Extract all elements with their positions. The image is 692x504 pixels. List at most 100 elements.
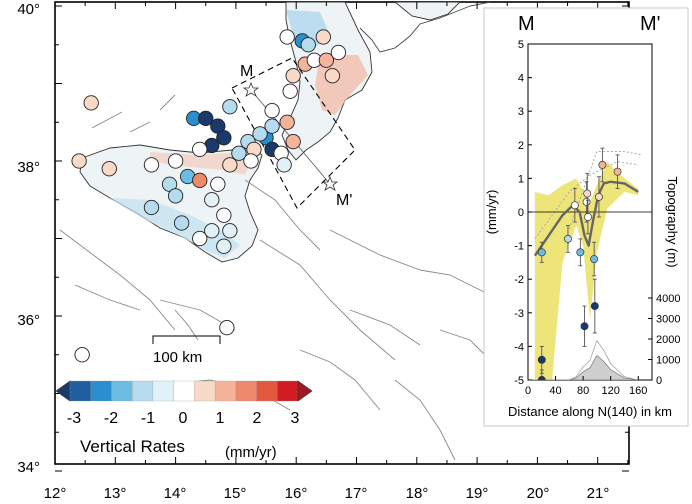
colorbar-segment <box>277 380 299 402</box>
station-marker <box>252 126 268 142</box>
colorbar-segment <box>235 380 257 402</box>
colorbar-segment <box>90 380 112 402</box>
data-point <box>582 197 591 206</box>
colorbar-segment <box>256 380 278 402</box>
lon-label-18: 18° <box>406 485 429 502</box>
station-marker <box>204 192 220 208</box>
colorbar-segment <box>152 380 175 402</box>
inset-y2-tick-label: 0 <box>656 375 662 387</box>
inset-y2-tick-label: 2000 <box>656 334 680 346</box>
topography-max-line <box>528 339 639 380</box>
northern-landmass <box>394 2 461 21</box>
station-marker <box>216 238 232 254</box>
colorbar-segment <box>173 380 195 402</box>
data-point <box>576 248 585 257</box>
colorbar-segment <box>214 380 237 402</box>
station-marker <box>74 347 90 363</box>
inset-y-tick-label: 0 <box>518 207 524 219</box>
lon-label-13: 13° <box>104 485 127 502</box>
inset-y-tick-label: -4 <box>514 341 524 353</box>
station-marker <box>204 223 220 239</box>
inset-y2-tick-label: 3000 <box>656 314 680 326</box>
scale-bar <box>152 335 221 344</box>
station-marker <box>279 29 295 45</box>
station-marker <box>222 99 238 115</box>
station-marker <box>143 199 160 216</box>
inset-y-tick-label: -2 <box>514 274 524 286</box>
station-marker <box>222 157 238 173</box>
station-marker <box>71 153 87 169</box>
station-marker <box>222 223 238 239</box>
lon-label-15: 15° <box>224 485 247 502</box>
latitude-labels: 40° 38° 36° 34° <box>17 1 40 476</box>
station-marker <box>192 141 208 158</box>
colorbar-unit: (mm/yr) <box>225 444 277 461</box>
lat-label-36: 36° <box>17 312 40 329</box>
colorbar <box>55 380 313 402</box>
station-marker <box>231 145 247 161</box>
scalebar-label: 100 km <box>153 349 202 366</box>
inset-x-label: Distance along N(140) in km <box>508 404 672 419</box>
colorbar-tick-2: 2 <box>253 410 262 427</box>
colorbar-tick-m3: -3 <box>67 410 81 427</box>
station-marker <box>216 130 232 146</box>
station-marker <box>243 153 259 169</box>
inset-y-tick-label: -5 <box>514 375 524 387</box>
data-point <box>613 167 622 176</box>
longitude-labels: 12° 13° 14° 15° 16° 17° 18° 19° 20° 21° <box>44 485 610 502</box>
station-marker <box>198 110 214 127</box>
station-marker <box>330 44 347 61</box>
station-marker <box>264 118 280 134</box>
data-point <box>595 192 603 201</box>
lat-label-38: 38° <box>17 159 40 176</box>
colorbar-tick-m1: -1 <box>141 410 155 427</box>
lon-label-17: 17° <box>345 485 368 502</box>
colorbar-segment <box>132 380 154 402</box>
colorbar-arrow-high <box>297 380 313 402</box>
station-marker <box>192 172 208 189</box>
colorbar-tick-0: 0 <box>179 410 188 427</box>
inset-y2-tick-label: 4000 <box>656 293 680 305</box>
lon-label-20: 20° <box>527 485 550 502</box>
data-point <box>537 355 546 364</box>
profile-end-label: M' <box>336 192 352 209</box>
inset-title-right: M' <box>640 13 660 35</box>
station-marker <box>210 176 226 192</box>
station-marker <box>279 114 295 130</box>
lon-label-14: 14° <box>164 485 187 502</box>
station-marker <box>83 95 99 111</box>
station-marker <box>264 102 280 119</box>
data-point <box>570 201 579 210</box>
colorbar-tick-1: 1 <box>216 410 225 427</box>
colorbar-title: Vertical Rates <box>80 437 185 456</box>
data-point <box>590 255 599 263</box>
topography-profile <box>528 354 639 380</box>
station-markers <box>71 29 347 363</box>
station-marker <box>216 207 232 223</box>
inset-y-tick-label: 4 <box>518 73 524 85</box>
inset-x-tick-label: 40 <box>549 385 561 397</box>
station-marker <box>324 68 341 84</box>
data-point <box>537 376 546 380</box>
lon-label-19: 19° <box>466 485 489 502</box>
station-marker <box>173 215 190 231</box>
inset-x-tick-label: 0 <box>525 385 531 397</box>
station-marker <box>143 157 160 173</box>
inset-title-left: M <box>518 13 535 35</box>
inset-y-tick-label: -3 <box>514 308 524 320</box>
lat-label-40: 40° <box>17 1 40 18</box>
inset-x-tick-label: 80 <box>577 385 589 397</box>
inset-y-tick-label: -1 <box>514 241 524 253</box>
data-point <box>598 161 607 169</box>
inset-y-tick-label: 1 <box>518 173 524 185</box>
station-marker <box>285 133 301 150</box>
station-marker <box>285 68 301 84</box>
station-marker <box>167 153 184 169</box>
inset-y-tick-label: 3 <box>518 106 524 118</box>
colorbar-segment <box>69 380 92 402</box>
colorbar-tick-3: 3 <box>291 410 300 427</box>
station-marker <box>192 230 208 247</box>
trend-line <box>533 180 639 257</box>
